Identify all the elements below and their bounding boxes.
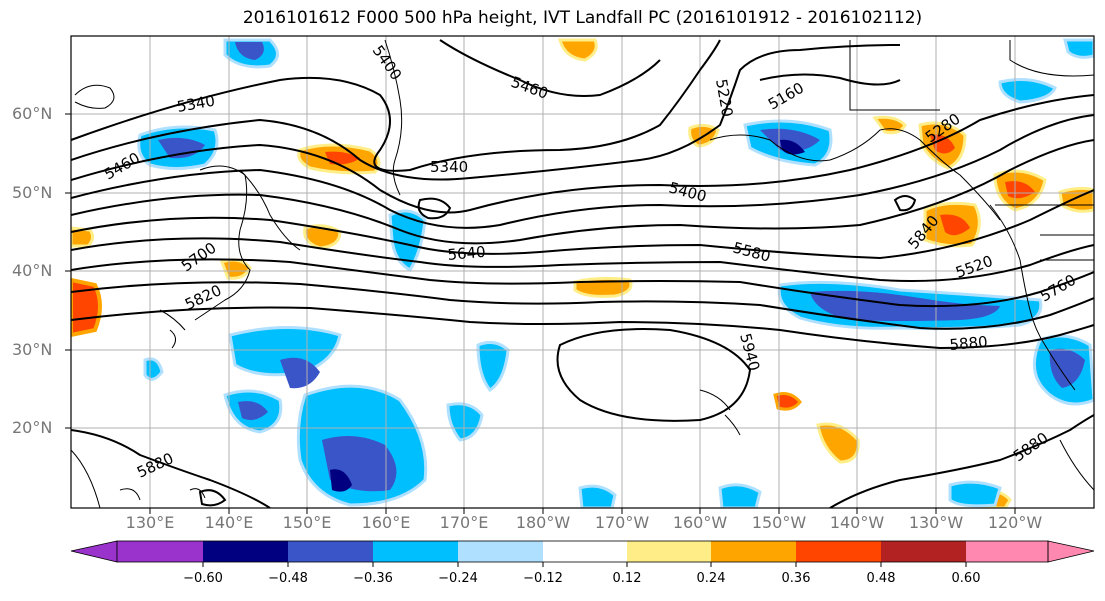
lon-label: 180°W [515, 513, 571, 532]
colorbar-tick-label: −0.36 [353, 571, 393, 586]
contour-label: 5640 [447, 243, 487, 264]
colorbar-tick-label: 0.24 [696, 571, 726, 586]
axis-ticks [65, 113, 1016, 514]
coastlines [71, 39, 1094, 508]
contour-label: 5880 [949, 333, 989, 354]
colorbar-tick-label: 0.12 [612, 571, 642, 586]
lat-label: 30°N [12, 340, 53, 359]
lat-label: 20°N [12, 418, 53, 437]
colorbar-tick-label: −0.48 [268, 571, 308, 586]
lat-label: 50°N [12, 183, 53, 202]
colorbar-max-extend [1047, 540, 1095, 563]
height-contours [71, 39, 1094, 508]
lon-label: 150°E [282, 513, 332, 532]
lon-label: 160°W [672, 513, 728, 532]
colorbar-tick-label: −0.12 [523, 571, 563, 586]
contour-label: 5340 [430, 158, 468, 176]
lon-label: 140°W [829, 513, 885, 532]
lon-label: 130°W [908, 513, 964, 532]
lon-label: 140°E [204, 513, 254, 532]
lon-label: 120°W [987, 513, 1043, 532]
map-frame [70, 35, 1095, 509]
lon-label: 160°E [361, 513, 411, 532]
colorbar-tick-label: −0.60 [183, 571, 223, 586]
lon-label: 130°E [125, 513, 175, 532]
colorbar [70, 540, 1095, 567]
lat-label: 40°N [12, 261, 53, 280]
colorbar-tick-label: 0.36 [781, 571, 811, 586]
lon-label: 150°W [751, 513, 807, 532]
colorbar-tick-label: −0.24 [438, 571, 478, 586]
graticule [71, 36, 1094, 508]
colorbar-tick-label: 0.60 [951, 571, 981, 586]
colorbar-min-extend [70, 540, 118, 563]
lon-label: 170°W [594, 513, 650, 532]
colorbar-tick-label: 0.48 [866, 571, 896, 586]
map-title: 2016101612 F000 500 hPa height, IVT Land… [242, 8, 923, 28]
lon-label: 170°E [439, 513, 489, 532]
lat-label: 60°N [12, 104, 53, 123]
shaded-anomalies [71, 38, 1094, 508]
